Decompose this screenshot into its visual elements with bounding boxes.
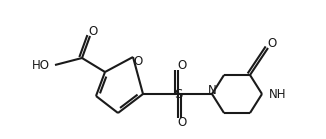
Text: O: O [133, 54, 143, 68]
Text: O: O [88, 24, 97, 38]
Text: O: O [177, 59, 186, 71]
Text: N: N [208, 84, 216, 96]
Text: HO: HO [32, 59, 50, 71]
Text: O: O [267, 37, 277, 49]
Text: S: S [174, 87, 182, 100]
Text: O: O [177, 116, 186, 130]
Text: NH: NH [269, 87, 287, 100]
